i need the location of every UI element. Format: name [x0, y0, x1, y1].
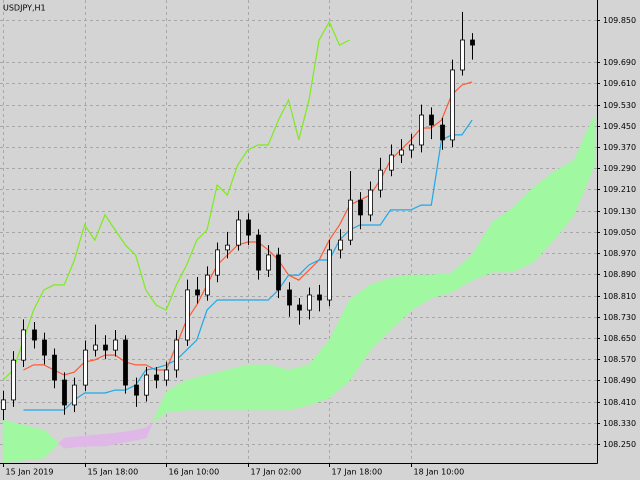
- candle-body: [236, 219, 241, 246]
- candle-body: [134, 384, 139, 396]
- candle-body: [72, 384, 77, 406]
- candle-body: [83, 349, 88, 386]
- cloud-segment: [23, 424, 45, 461]
- candle-body: [205, 274, 210, 296]
- cloud-segment: [2, 419, 24, 464]
- y-tick-label: 108.330: [603, 419, 636, 428]
- candle-body: [440, 124, 445, 141]
- cloud-segment: [43, 429, 60, 459]
- candle-body: [307, 294, 312, 311]
- y-tick-label: 108.970: [603, 249, 636, 258]
- candle-body: [215, 249, 220, 276]
- candle-body: [42, 339, 47, 356]
- y-tick-label: 108.730: [603, 313, 636, 322]
- candle-body: [327, 249, 332, 301]
- candle-body: [164, 369, 169, 381]
- y-tick-label: 108.650: [603, 334, 636, 343]
- cloud-segment: [247, 364, 269, 411]
- y-tick-label: 109.610: [603, 79, 636, 88]
- candle-body: [348, 199, 353, 241]
- candle-body: [389, 154, 394, 171]
- cloud-segment: [206, 369, 228, 411]
- candle-body: [103, 344, 108, 351]
- candle-body: [287, 289, 292, 306]
- candle-body: [429, 114, 434, 126]
- indicator-line: [23, 81, 473, 376]
- candle-body: [470, 39, 475, 46]
- plot: [0, 0, 597, 464]
- cloud-segment: [186, 374, 208, 411]
- cloud-segment: [63, 435, 85, 449]
- y-tick-label: 109.050: [603, 228, 636, 237]
- candle-body: [154, 374, 159, 381]
- chart-title: USDJPY,H1: [3, 4, 46, 13]
- indicator-line: [23, 119, 473, 411]
- y-tick-label: 109.690: [603, 58, 636, 67]
- x-tick-label: 18 Jan 10:00: [414, 468, 465, 477]
- candle-body: [11, 359, 16, 401]
- candle-body: [256, 234, 261, 271]
- candle-body: [338, 239, 343, 251]
- x-tick-label: 17 Jan 18:00: [332, 468, 383, 477]
- candle-body: [225, 244, 230, 251]
- candle-body: [419, 114, 424, 146]
- y-tick-label: 109.210: [603, 185, 636, 194]
- indicator-line: [2, 20, 350, 381]
- y-tick-label: 109.450: [603, 122, 636, 131]
- candle-body: [317, 294, 322, 301]
- y-tick-label: 109.290: [603, 164, 636, 173]
- candle-body: [123, 339, 128, 386]
- candle-body: [174, 339, 179, 371]
- candle-body: [113, 339, 118, 351]
- cloud-segment: [145, 422, 153, 439]
- x-tick-label: 17 Jan 02:00: [251, 468, 302, 477]
- candle-body: [450, 69, 455, 141]
- cloud-segment: [227, 364, 249, 411]
- candle-body: [144, 374, 149, 396]
- cloud-segment: [84, 433, 106, 447]
- candle-body: [52, 354, 57, 381]
- y-tick-label: 108.810: [603, 292, 636, 301]
- y-tick-label: 108.570: [603, 355, 636, 364]
- candle-body: [276, 254, 281, 291]
- candle-body: [32, 329, 37, 341]
- candle-body: [195, 289, 200, 296]
- cloud-segment: [573, 114, 595, 216]
- candle-body: [266, 254, 271, 271]
- candle-body: [93, 344, 98, 351]
- candle-body: [409, 144, 414, 151]
- candle-body: [460, 39, 465, 71]
- candle-body: [297, 304, 302, 311]
- candle-body: [399, 149, 404, 156]
- candle-body: [246, 219, 251, 236]
- y-tick-label: 109.370: [603, 143, 636, 152]
- y-tick-label: 108.490: [603, 376, 636, 385]
- candle-body: [62, 379, 67, 406]
- candle-body: [21, 329, 26, 361]
- y-tick-label: 109.130: [603, 207, 636, 216]
- candle-body: [1, 399, 6, 410]
- y-tick-label: 109.530: [603, 101, 636, 110]
- candle-body: [358, 199, 363, 216]
- y-tick-label: 108.250: [603, 440, 636, 449]
- cloud-segment: [288, 364, 310, 411]
- candle-body: [368, 189, 373, 216]
- y-tick-label: 108.410: [603, 398, 636, 407]
- y-tick-label: 109.850: [603, 16, 636, 25]
- candle-body: [378, 169, 383, 191]
- x-tick-label: 15 Jan 18:00: [88, 468, 139, 477]
- candle-body: [185, 289, 190, 341]
- x-tick-label: 16 Jan 10:00: [169, 468, 220, 477]
- cloud-segment: [267, 364, 289, 411]
- x-tick-label: 15 Jan 2019: [6, 468, 54, 477]
- y-tick-label: 108.890: [603, 270, 636, 279]
